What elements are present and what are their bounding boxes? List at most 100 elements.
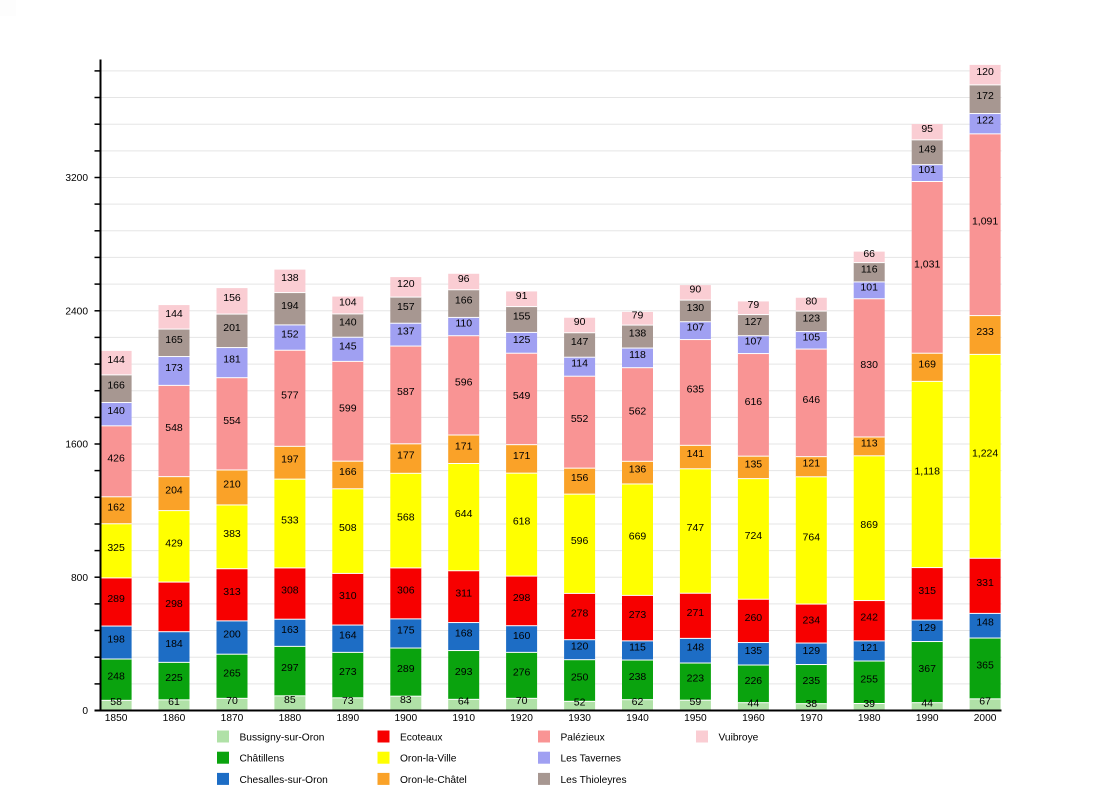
svg-text:91: 91: [516, 290, 528, 302]
svg-text:554: 554: [223, 415, 241, 427]
svg-text:194: 194: [281, 300, 299, 312]
svg-text:107: 107: [745, 336, 763, 348]
svg-text:181: 181: [223, 354, 241, 366]
svg-text:175: 175: [397, 624, 415, 636]
svg-text:724: 724: [745, 530, 763, 542]
svg-text:172: 172: [976, 90, 994, 102]
svg-text:101: 101: [918, 164, 936, 176]
svg-text:669: 669: [629, 531, 647, 543]
svg-text:308: 308: [281, 585, 299, 597]
svg-text:122: 122: [976, 115, 994, 127]
svg-text:83: 83: [400, 694, 412, 706]
svg-text:120: 120: [976, 66, 994, 78]
svg-text:830: 830: [860, 359, 878, 371]
svg-text:162: 162: [107, 501, 125, 513]
svg-text:325: 325: [107, 542, 125, 554]
svg-text:310: 310: [339, 590, 357, 602]
svg-text:223: 223: [687, 673, 705, 685]
svg-text:155: 155: [513, 310, 531, 322]
svg-text:121: 121: [860, 642, 878, 654]
svg-text:39: 39: [863, 698, 875, 710]
svg-text:66: 66: [863, 248, 875, 260]
svg-text:273: 273: [629, 609, 647, 621]
svg-text:313: 313: [223, 586, 241, 598]
svg-text:141: 141: [687, 448, 705, 460]
svg-text:260: 260: [745, 612, 763, 624]
svg-text:311: 311: [455, 588, 472, 600]
svg-text:67: 67: [979, 695, 991, 707]
svg-text:616: 616: [745, 396, 763, 408]
svg-text:129: 129: [918, 622, 936, 634]
svg-text:113: 113: [861, 437, 878, 449]
svg-text:426: 426: [107, 452, 125, 464]
svg-text:293: 293: [455, 666, 473, 678]
svg-text:44: 44: [748, 697, 760, 709]
svg-text:577: 577: [281, 389, 299, 401]
svg-text:1860: 1860: [163, 713, 186, 724]
svg-text:429: 429: [165, 537, 183, 549]
svg-text:1970: 1970: [800, 713, 823, 724]
svg-text:298: 298: [513, 592, 531, 604]
svg-text:85: 85: [284, 694, 296, 706]
svg-text:Vuibroye: Vuibroye: [719, 733, 759, 744]
svg-text:1,118: 1,118: [914, 465, 940, 477]
svg-text:242: 242: [860, 612, 878, 624]
svg-text:59: 59: [690, 696, 702, 708]
svg-text:278: 278: [571, 608, 589, 620]
svg-text:306: 306: [397, 584, 415, 596]
svg-text:255: 255: [860, 673, 878, 685]
svg-text:Les Thioleyres: Les Thioleyres: [561, 775, 627, 786]
svg-text:148: 148: [687, 642, 705, 654]
svg-text:1890: 1890: [336, 713, 359, 724]
svg-text:298: 298: [165, 598, 183, 610]
svg-text:250: 250: [571, 672, 589, 684]
svg-text:152: 152: [281, 329, 299, 341]
svg-text:173: 173: [165, 362, 183, 374]
svg-text:96: 96: [458, 273, 470, 285]
svg-text:533: 533: [281, 515, 299, 527]
svg-text:61: 61: [168, 696, 180, 708]
svg-text:289: 289: [397, 663, 415, 675]
svg-text:1,224: 1,224: [972, 447, 998, 459]
svg-text:137: 137: [397, 326, 415, 338]
svg-text:127: 127: [745, 316, 763, 328]
svg-text:646: 646: [803, 394, 821, 406]
svg-text:73: 73: [342, 695, 354, 707]
svg-text:869: 869: [860, 519, 878, 531]
svg-text:234: 234: [803, 615, 821, 627]
svg-text:1990: 1990: [916, 713, 939, 724]
svg-text:562: 562: [629, 406, 647, 418]
svg-text:148: 148: [976, 617, 994, 629]
svg-text:157: 157: [397, 301, 415, 313]
svg-text:Bussigny-sur-Oron: Bussigny-sur-Oron: [240, 733, 325, 744]
svg-text:644: 644: [455, 508, 473, 520]
svg-text:136: 136: [629, 464, 647, 476]
svg-text:101: 101: [860, 281, 878, 293]
svg-text:568: 568: [397, 512, 415, 524]
svg-text:116: 116: [861, 263, 878, 275]
svg-text:747: 747: [687, 522, 705, 534]
svg-text:138: 138: [629, 328, 647, 340]
svg-text:1930: 1930: [568, 713, 591, 724]
svg-text:79: 79: [748, 299, 760, 311]
svg-text:171: 171: [513, 450, 531, 462]
svg-text:62: 62: [632, 696, 644, 708]
svg-text:144: 144: [107, 354, 125, 366]
svg-text:235: 235: [803, 675, 821, 687]
svg-text:1,091: 1,091: [972, 216, 998, 228]
svg-text:104: 104: [339, 296, 357, 308]
svg-text:156: 156: [571, 472, 589, 484]
svg-text:115: 115: [629, 641, 646, 653]
svg-text:90: 90: [690, 284, 702, 296]
svg-text:225: 225: [165, 672, 183, 684]
svg-text:552: 552: [571, 413, 589, 425]
svg-text:198: 198: [107, 634, 125, 646]
svg-text:508: 508: [339, 522, 357, 534]
svg-text:169: 169: [918, 358, 936, 370]
svg-text:1950: 1950: [684, 713, 707, 724]
svg-text:265: 265: [223, 667, 241, 679]
svg-text:149: 149: [918, 143, 936, 155]
svg-text:118: 118: [629, 349, 646, 361]
svg-text:123: 123: [803, 312, 821, 324]
svg-text:177: 177: [397, 450, 415, 462]
